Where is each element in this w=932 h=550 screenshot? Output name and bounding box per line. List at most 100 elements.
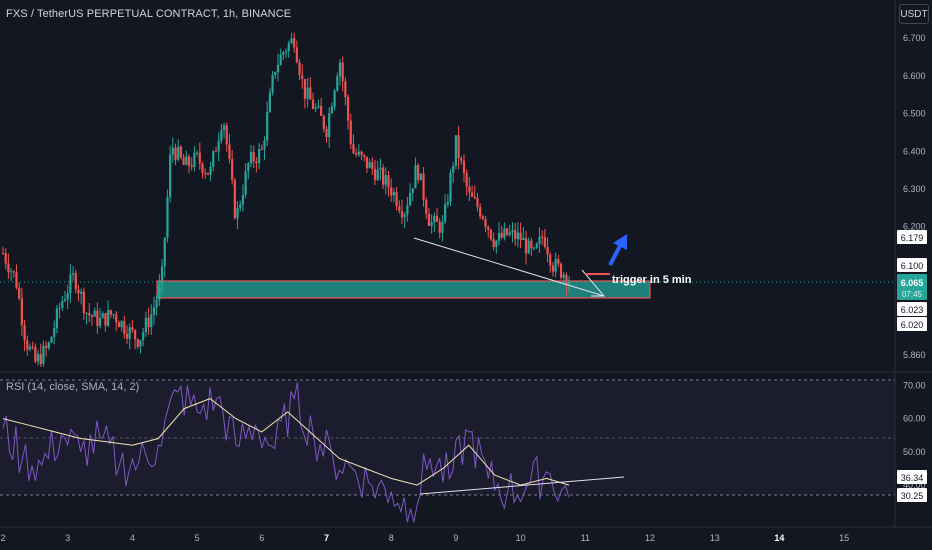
time-tick-label: 15: [839, 533, 849, 543]
candle-body: [1, 253, 5, 255]
badge-6179: 6.179: [897, 230, 927, 244]
candle-body: [71, 273, 75, 275]
candle-body: [128, 327, 131, 339]
candle-body: [174, 147, 177, 160]
candle-body: [82, 291, 85, 314]
candle-body: [34, 347, 37, 362]
candle-body: [338, 62, 342, 77]
badge-rsi-level: 30.25: [897, 488, 927, 502]
candle-body: [524, 238, 528, 254]
time-tick-label: 14: [774, 533, 784, 543]
candle-body: [196, 152, 199, 154]
candle-body: [392, 192, 395, 196]
candle-body: [247, 163, 250, 172]
candle-body: [225, 125, 228, 145]
demand-zone[interactable]: [156, 280, 651, 299]
candle-body: [166, 196, 169, 238]
candle-body: [112, 314, 115, 316]
time-axis[interactable]: 2 3 4 5 6 7 8 9 10 11 12 13 14 15: [0, 533, 849, 543]
price-axis[interactable]: 5.860 6.200 6.300 6.400 6.500 6.600 6.700: [903, 33, 926, 360]
candle-body: [465, 172, 468, 187]
candle-body: [233, 179, 236, 219]
price-trendline[interactable]: [413, 237, 605, 297]
candle-body: [50, 336, 53, 343]
candle-body: [508, 232, 511, 235]
candle-body: [309, 87, 312, 100]
candle-body: [360, 151, 363, 156]
candle-body: [139, 340, 142, 347]
svg-text:36.34: 36.34: [901, 473, 924, 483]
candle-body: [341, 62, 344, 82]
candle-body: [551, 265, 555, 272]
candle-body: [109, 310, 112, 315]
candle-body: [444, 204, 447, 222]
svg-text:30.25: 30.25: [901, 491, 924, 501]
candlestick-series[interactable]: [1, 32, 571, 367]
candle-body: [15, 272, 18, 288]
candle-body: [298, 62, 301, 76]
candle-body: [209, 166, 212, 175]
candle-body: [390, 187, 393, 196]
candle-body: [446, 201, 449, 205]
candle-body: [500, 232, 503, 238]
candle-body: [532, 247, 536, 249]
time-tick-label: 7: [324, 533, 329, 543]
candle-body: [568, 280, 571, 285]
candle-body: [406, 205, 409, 215]
svg-text:6.065: 6.065: [901, 278, 924, 288]
candle-body: [336, 76, 339, 91]
rsi-line[interactable]: [2, 382, 570, 523]
candle-body: [123, 321, 126, 335]
candle-body: [557, 258, 560, 264]
rsi-axis[interactable]: 40.00 50.00 60.00 70.00: [903, 380, 926, 490]
candle-body: [18, 287, 21, 299]
candle-body: [470, 192, 474, 197]
candle-body: [150, 314, 153, 328]
rsi-sma-line[interactable]: [2, 398, 570, 486]
badge-rsi-value: 36.34: [897, 470, 927, 484]
candle-body: [565, 274, 568, 285]
candle-body: [152, 307, 156, 315]
candle-body: [419, 173, 422, 181]
candle-body: [231, 159, 234, 180]
candle-body: [333, 90, 336, 107]
candle-body: [228, 144, 231, 160]
candle-body: [244, 171, 247, 195]
candle-body: [462, 160, 466, 173]
candle-body: [379, 167, 382, 170]
svg-text:6.020: 6.020: [901, 320, 924, 330]
candle-body: [182, 157, 185, 165]
time-tick-label: 4: [130, 533, 135, 543]
candle-body: [473, 196, 476, 199]
candle-body: [185, 156, 188, 165]
candle-body: [179, 146, 183, 158]
rsi-trendline[interactable]: [419, 476, 625, 495]
candle-body: [306, 87, 309, 99]
candle-body: [255, 161, 258, 164]
candle-body: [349, 120, 352, 145]
candle-body: [559, 263, 563, 278]
candle-body: [352, 144, 355, 153]
candle-body: [276, 64, 280, 73]
candle-body: [452, 165, 455, 173]
candle-body: [66, 293, 69, 300]
price-tick-label: 6.200: [903, 222, 926, 232]
candle-body: [236, 207, 239, 219]
candle-body: [301, 75, 304, 79]
candle-body: [77, 289, 80, 294]
time-tick-label: 10: [516, 533, 526, 543]
candle-body: [274, 72, 277, 75]
candle-body: [147, 317, 150, 328]
candle-body: [549, 254, 552, 266]
up-arrow-icon[interactable]: [608, 234, 627, 266]
candle-body: [468, 186, 471, 193]
candle-body: [193, 152, 196, 168]
candle-body: [506, 228, 509, 235]
candle-body: [53, 328, 56, 337]
currency-button[interactable]: USDT: [899, 4, 929, 24]
candle-body: [387, 175, 390, 188]
svg-text:6.023: 6.023: [901, 305, 924, 315]
candle-body: [368, 162, 371, 169]
candle-body: [492, 239, 495, 247]
